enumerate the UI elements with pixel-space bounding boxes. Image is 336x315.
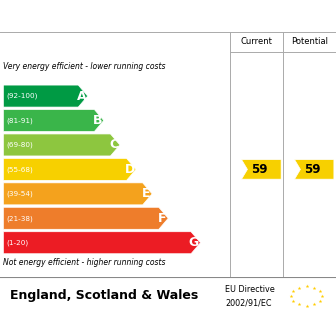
Text: B: B <box>93 114 102 127</box>
Text: EU Directive: EU Directive <box>225 285 275 294</box>
Polygon shape <box>3 183 152 205</box>
Polygon shape <box>3 110 104 131</box>
Polygon shape <box>3 85 88 107</box>
Text: F: F <box>158 212 167 225</box>
Text: Potential: Potential <box>291 37 328 47</box>
Text: (1-20): (1-20) <box>7 239 29 246</box>
Text: Not energy efficient - higher running costs: Not energy efficient - higher running co… <box>3 258 166 267</box>
Polygon shape <box>295 160 334 179</box>
Text: C: C <box>110 139 119 152</box>
Text: D: D <box>124 163 135 176</box>
Polygon shape <box>242 160 281 179</box>
Polygon shape <box>3 232 201 254</box>
Text: Energy Efficiency Rating: Energy Efficiency Rating <box>7 9 228 24</box>
Text: (55-68): (55-68) <box>7 166 34 173</box>
Text: 59: 59 <box>251 163 267 176</box>
Text: 2002/91/EC: 2002/91/EC <box>225 298 271 307</box>
Text: (69-80): (69-80) <box>7 142 34 148</box>
Text: (81-91): (81-91) <box>7 117 34 124</box>
Text: A: A <box>77 89 86 103</box>
Text: Very energy efficient - lower running costs: Very energy efficient - lower running co… <box>3 62 166 71</box>
Polygon shape <box>3 207 168 229</box>
Text: G: G <box>189 236 199 249</box>
Polygon shape <box>3 134 120 156</box>
Text: Current: Current <box>241 37 272 47</box>
Text: England, Scotland & Wales: England, Scotland & Wales <box>10 289 198 302</box>
Text: 59: 59 <box>304 163 320 176</box>
Text: (92-100): (92-100) <box>7 93 38 99</box>
Polygon shape <box>3 158 136 180</box>
Text: E: E <box>142 187 151 200</box>
Text: (21-38): (21-38) <box>7 215 34 221</box>
Text: (39-54): (39-54) <box>7 191 34 197</box>
